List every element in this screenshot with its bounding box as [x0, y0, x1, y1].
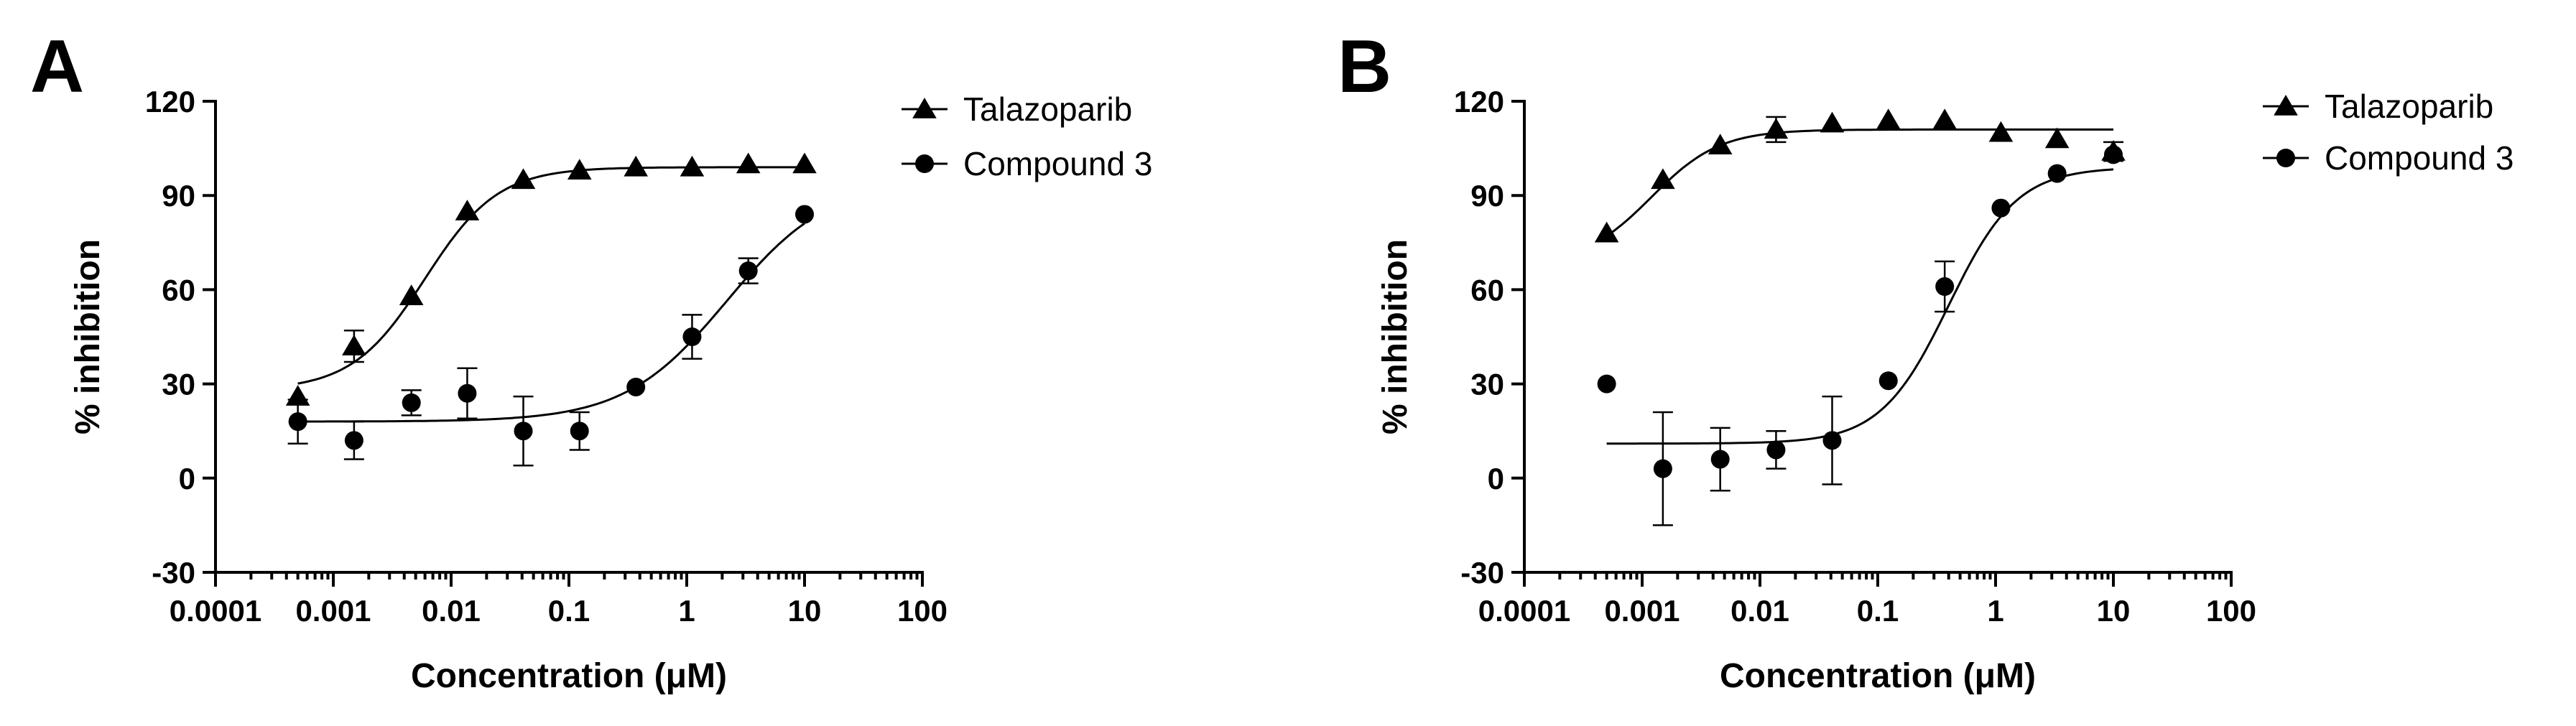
x-tick-label: 10: [2097, 594, 2131, 628]
data-point: [1932, 108, 1957, 130]
fit-curve: [1606, 168, 2114, 445]
x-tick-label: 100: [897, 594, 948, 628]
y-axis-label: % inhibition: [69, 239, 107, 434]
y-tick-label: 30: [1470, 368, 1504, 401]
data-point: [570, 422, 589, 441]
data-point: [2104, 145, 2123, 164]
x-tick-label: 0.001: [1604, 594, 1680, 628]
data-point: [1822, 431, 1842, 450]
data-point: [1878, 371, 1898, 391]
y-tick-label: 0: [1488, 462, 1504, 495]
legend-marker: [912, 98, 937, 118]
x-tick-label: 100: [2206, 594, 2256, 628]
series-circle: [287, 205, 814, 467]
legend-label: Talazoparib: [2325, 88, 2493, 125]
y-tick-label: 0: [179, 462, 195, 495]
legend-label: Talazoparib: [963, 90, 1132, 128]
y-tick-label: 30: [162, 368, 195, 401]
data-point: [1766, 440, 1786, 460]
y-axis-label: % inhibition: [1376, 239, 1414, 434]
x-tick-label: 0.001: [295, 594, 371, 628]
data-point: [514, 422, 533, 441]
data-point: [1764, 118, 1789, 139]
legend-label: Compound 3: [2325, 139, 2514, 177]
fit-curve: [297, 166, 805, 385]
y-tick-label: 120: [145, 85, 195, 118]
legend-marker: [2274, 95, 2298, 116]
data-point: [455, 200, 480, 220]
chart-panel-a: A -30 0 30 60 90 120 0.0001 0.001 0.01 0.1 1 10 100 Co…: [30, 25, 1152, 695]
data-point: [567, 159, 592, 180]
data-point: [402, 393, 421, 412]
data-point: [626, 377, 646, 396]
x-axis-label: Concentration (μM): [411, 657, 727, 695]
data-point: [344, 431, 363, 450]
data-point: [342, 335, 366, 355]
series-triangle: [1594, 108, 2126, 243]
data-point: [1988, 121, 2014, 142]
data-point: [1653, 459, 1672, 478]
data-point: [624, 155, 648, 177]
data-point: [682, 327, 702, 346]
y-tick-label: 90: [162, 179, 195, 213]
data-point: [792, 152, 817, 174]
legend-label: Compound 3: [963, 145, 1152, 182]
data-point: [738, 261, 758, 281]
chart-panel-b: B -30 0 30 60 90 120 0.0001 0.001 0.01 0.1 1 10 100 Co…: [1338, 25, 2514, 695]
x-tick-label: 1: [678, 594, 695, 628]
y-tick-label: -30: [152, 556, 195, 590]
series-triangle: [285, 152, 817, 406]
data-point: [1991, 198, 2011, 218]
x-tick-label: 10: [788, 594, 822, 628]
data-point: [1876, 108, 1901, 130]
data-point: [1935, 277, 1955, 297]
data-point: [1651, 168, 1675, 190]
x-tick-label: 0.01: [422, 594, 481, 628]
x-tick-label: 0.1: [1857, 594, 1899, 628]
y-tick-label: 60: [162, 273, 195, 307]
x-tick-label: 1: [1987, 594, 2003, 628]
panel-label: B: [1338, 25, 1391, 108]
x-tick-label: 0.0001: [170, 594, 261, 628]
x-tick-label: 0.1: [548, 594, 590, 628]
series-circle: [1597, 145, 2123, 526]
data-point: [1597, 374, 1616, 394]
data-point: [288, 412, 307, 432]
x-axis-label: Concentration (μM): [1720, 657, 2036, 695]
y-tick-label: 120: [1454, 85, 1504, 118]
data-point: [511, 168, 536, 190]
x-tick-label: 0.01: [1731, 594, 1789, 628]
data-point: [1708, 134, 1733, 155]
data-point: [736, 152, 761, 174]
data-point: [399, 284, 424, 305]
panel-label: A: [30, 25, 84, 108]
data-point: [680, 155, 705, 177]
data-point: [2047, 164, 2067, 183]
data-point: [2044, 127, 2070, 149]
data-point: [1820, 111, 1845, 133]
data-point: [795, 205, 814, 224]
y-tick-label: 60: [1470, 273, 1504, 307]
data-point: [458, 383, 477, 403]
data-point: [1710, 450, 1730, 469]
x-tick-label: 0.0001: [1478, 594, 1570, 628]
fit-curve: [297, 222, 805, 423]
legend-marker: [915, 154, 934, 173]
fit-curve: [1606, 128, 2113, 237]
data-point: [1594, 221, 1619, 243]
y-tick-label: -30: [1460, 556, 1504, 590]
y-tick-label: 90: [1470, 179, 1504, 213]
legend-marker: [2276, 149, 2295, 167]
